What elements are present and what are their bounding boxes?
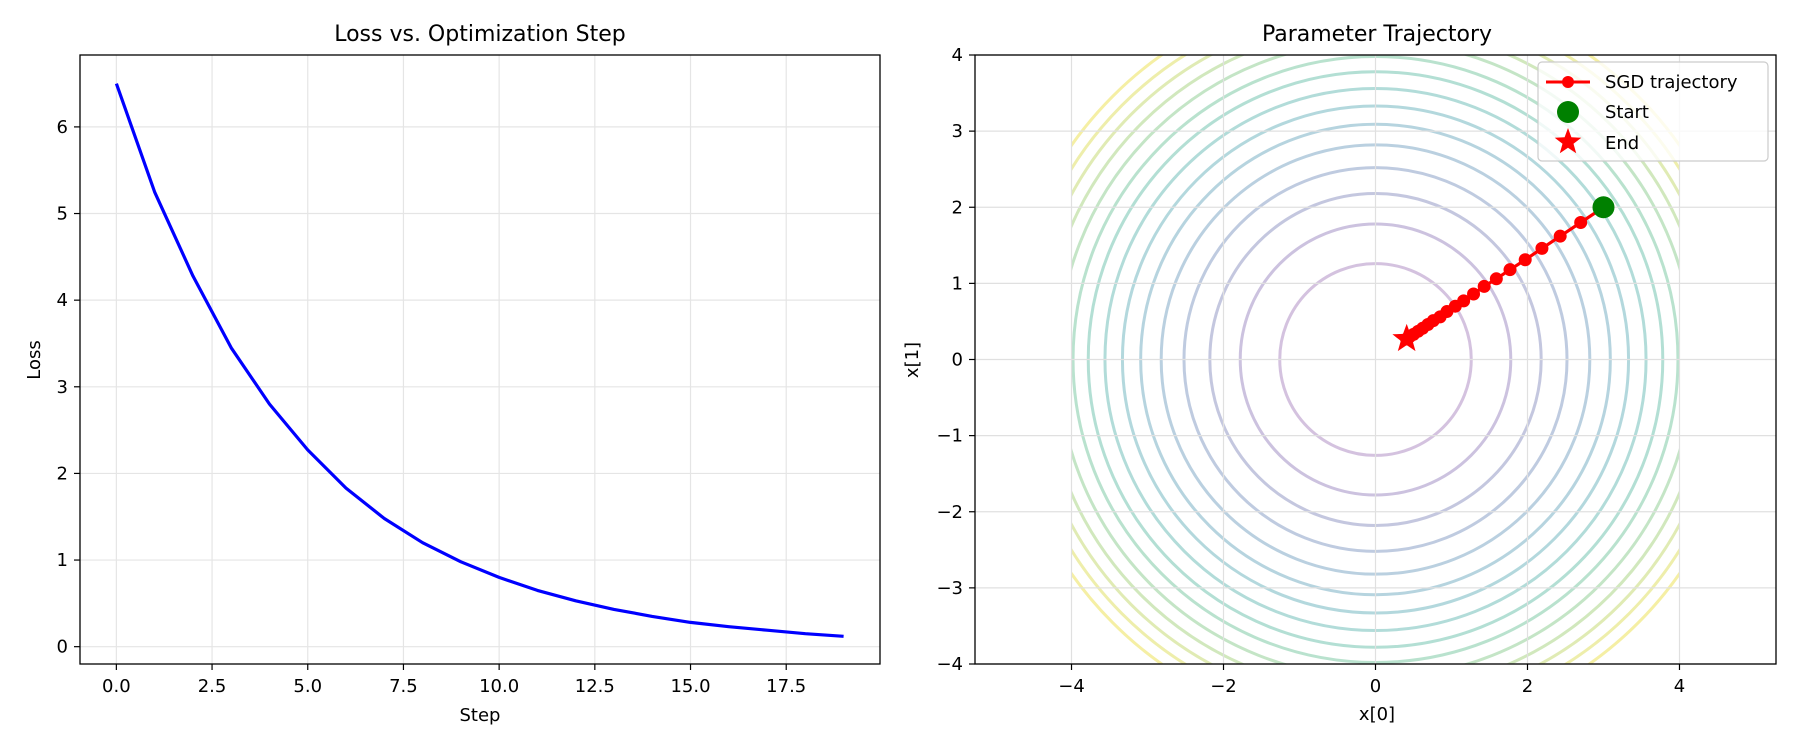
loss-x-tick-label: 12.5 xyxy=(575,676,615,697)
trajectory-point xyxy=(1518,253,1532,267)
trajectory-point xyxy=(1503,263,1517,277)
legend-start-label: Start xyxy=(1605,102,1649,123)
loss-x-axis-label: Step xyxy=(460,705,501,726)
loss-y-tick-label: 2 xyxy=(57,463,68,484)
trajectory-x-tick-label: 0 xyxy=(1370,676,1381,697)
loss-axes-frame xyxy=(79,54,881,665)
trajectory-legend: SGD trajectory Start End xyxy=(1537,61,1769,162)
loss-plot-area xyxy=(114,83,844,638)
loss-y-axis-label: Loss xyxy=(24,340,45,379)
trajectory-x-tick-label: −4 xyxy=(1058,676,1085,697)
loss-x-tick-label: 0.0 xyxy=(102,676,131,697)
loss-ticks: 0.0 2.5 5.0 7.5 10.0 12.5 15.0 17.5 0 1 2 3 4 5 6 xyxy=(57,117,807,697)
trajectory-x-tick-label: −2 xyxy=(1210,676,1237,697)
trajectory-y-tick-label: 2 xyxy=(952,197,963,218)
trajectory-point xyxy=(1477,279,1491,293)
trajectory-x-axis-label: x[0] xyxy=(1359,704,1395,725)
trajectory-y-tick-label: 1 xyxy=(952,273,963,294)
loss-y-tick-label: 4 xyxy=(57,290,68,311)
trajectory-chart: −4 −2 0 2 4 −4 −3 −2 −1 0 1 2 3 4 Parameter Trajector… xyxy=(902,22,1777,725)
legend-start-marker xyxy=(1557,101,1579,123)
trajectory-y-tick-label: −4 xyxy=(936,654,963,675)
trajectory-y-tick-label: −1 xyxy=(936,426,963,447)
trajectory-chart-title: Parameter Trajectory xyxy=(1262,22,1492,47)
trajectory-point xyxy=(1489,272,1503,286)
trajectory-ticks: −4 −2 0 2 4 −4 −3 −2 −1 0 1 2 3 4 xyxy=(936,45,1685,697)
end-marker xyxy=(1392,323,1421,352)
start-marker xyxy=(1592,196,1615,219)
loss-y-tick-label: 1 xyxy=(57,550,68,571)
loss-y-tick-label: 3 xyxy=(57,377,68,398)
trajectory-y-tick-label: −3 xyxy=(936,578,963,599)
loss-chart: 0.0 2.5 5.0 7.5 10.0 12.5 15.0 17.5 0 1 2 3 4 5 6 Loss… xyxy=(24,22,881,726)
loss-grid xyxy=(80,55,880,664)
trajectory-y-tick-label: −2 xyxy=(936,502,963,523)
trajectory-point xyxy=(1553,229,1567,243)
loss-curve xyxy=(114,83,844,638)
loss-plot-background xyxy=(80,55,880,664)
trajectory-y-tick-label: 4 xyxy=(952,45,963,66)
loss-x-tick-label: 17.5 xyxy=(766,676,806,697)
legend-box xyxy=(1537,61,1769,162)
trajectory-point xyxy=(1574,215,1588,229)
trajectory-x-tick-label: 2 xyxy=(1522,676,1533,697)
trajectory-plot-area xyxy=(1392,196,1615,352)
legend-trajectory-label: SGD trajectory xyxy=(1605,72,1738,93)
trajectory-point xyxy=(1467,287,1481,301)
loss-x-tick-label: 15.0 xyxy=(670,676,710,697)
trajectory-y-tick-label: 0 xyxy=(952,350,963,371)
trajectory-y-axis-label: x[1] xyxy=(902,342,923,378)
trajectory-y-tick-label: 3 xyxy=(952,121,963,142)
loss-x-tick-label: 2.5 xyxy=(198,676,227,697)
legend-end-marker xyxy=(1554,128,1582,154)
loss-y-tick-label: 0 xyxy=(57,637,68,658)
trajectory-x-tick-label: 4 xyxy=(1674,676,1685,697)
loss-y-tick-label: 6 xyxy=(57,117,68,138)
loss-x-tick-label: 5.0 xyxy=(293,676,322,697)
loss-x-tick-label: 10.0 xyxy=(479,676,519,697)
loss-chart-title: Loss vs. Optimization Step xyxy=(334,22,626,47)
loss-y-tick-label: 5 xyxy=(57,204,68,225)
loss-x-tick-label: 7.5 xyxy=(389,676,418,697)
trajectory-point xyxy=(1535,241,1549,255)
legend-trajectory-marker xyxy=(1562,76,1574,88)
legend-end-label: End xyxy=(1605,133,1639,154)
